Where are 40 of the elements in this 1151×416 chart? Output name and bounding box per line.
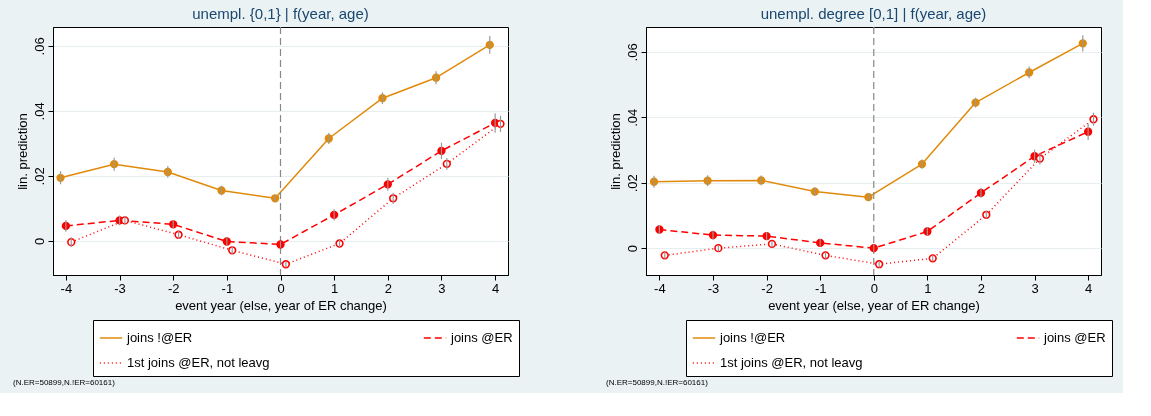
legend-label: 1st joins @ER, not leavg [720,355,863,370]
y-tick-label: .02 [624,174,640,193]
legend-label: joins @ER [450,330,513,345]
y-tick-label: .04 [31,102,47,121]
x-axis-title: event year (else, year of ER change) [175,297,387,313]
x-tick-label: -4 [60,280,73,296]
y-tick-label: .06 [624,43,640,62]
x-tick-label: 1 [924,280,932,296]
legend-label: joins !@ER [126,330,193,345]
x-tick-label: -2 [761,280,773,296]
x-tick-label: -3 [707,280,720,296]
x-tick-label: -1 [814,280,827,296]
x-tick-label: -2 [167,280,180,296]
y-tick-label: .04 [624,108,640,127]
chart-title: unempl. {0,1} | f(year, age) [192,5,369,23]
text: (N.ER=50899,N.!ER=60161) [606,378,709,387]
y-axis-title: lin. prediction [607,113,623,190]
x-tick-label: 0 [870,280,878,296]
x-tick-label: 2 [384,280,392,296]
y-axis-title: lin. prediction [14,113,30,190]
x-tick-label: -4 [654,280,666,296]
y-tick-label: .02 [31,167,47,186]
y-tick-label: 0 [624,245,640,253]
x-tick-label: 3 [438,280,446,296]
x-tick-label: 0 [277,280,285,296]
legend-label: 1st joins @ER, not leavg [127,355,270,370]
y-tick-label: .06 [31,37,47,56]
x-tick-label: 4 [1085,280,1093,296]
x-tick-label: 2 [977,280,986,296]
text: (N.ER=50899,N.!ER=60161) [13,378,116,387]
x-tick-label: -3 [114,280,126,296]
legend-label: joins @ER [1043,330,1106,345]
legend-label: joins !@ER [719,330,786,345]
y-tick-label: 0 [31,237,47,245]
x-tick-label: -1 [221,280,234,296]
x-tick-label: 3 [1031,280,1039,296]
x-tick-label: 1 [331,280,339,296]
x-tick-label: 4 [492,280,500,296]
chart-title: unempl. degree [0,1] | f(year, age) [760,5,987,23]
x-axis-title: event year (else, year of ER change) [768,297,980,313]
